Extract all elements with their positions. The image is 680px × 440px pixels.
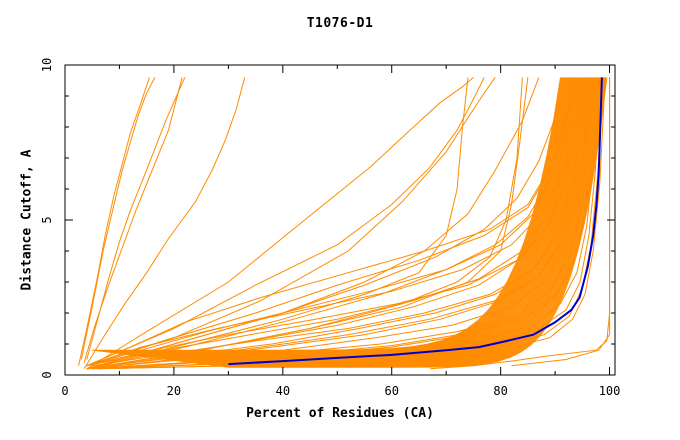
y-ticks: 0 5 10 [40, 58, 615, 379]
model-curve-3 [86, 77, 186, 360]
y-tick-label: 5 [40, 216, 54, 223]
x-tick-label: 20 [167, 384, 181, 398]
highlight-curve [228, 77, 603, 366]
chart-title: T1076-D1 [306, 16, 374, 31]
model-curve-5 [83, 77, 246, 370]
x-tick-label: 80 [493, 384, 507, 398]
model-curve-13 [86, 77, 564, 370]
model-curve-6 [86, 77, 474, 370]
model-curve-10 [86, 77, 469, 370]
model-curve-2 [80, 77, 156, 360]
model-curve-dense-60 [228, 77, 608, 368]
model-curve-1 [78, 77, 150, 366]
model-curve-8 [86, 77, 485, 367]
model-curve-9 [86, 77, 540, 370]
x-axis-label: Percent of Residues (CA) [246, 406, 434, 421]
model-curve-4 [83, 77, 183, 363]
x-ticks: 0 20 40 60 80 100 [61, 65, 620, 398]
plot-area: 0 20 40 60 80 100 0 5 10 [40, 58, 620, 398]
y-tick-label: 10 [40, 58, 54, 72]
model-curve-35 [511, 77, 611, 367]
y-axis-label: Distance Cutoff, A [19, 149, 35, 291]
x-tick-label: 60 [385, 384, 399, 398]
model-curve-7 [86, 77, 496, 367]
y-tick-label: 0 [40, 371, 54, 378]
series-layer [78, 77, 611, 370]
x-tick-label: 100 [599, 384, 621, 398]
x-tick-label: 0 [61, 384, 68, 398]
highlight-layer [228, 77, 603, 366]
x-tick-label: 40 [276, 384, 290, 398]
